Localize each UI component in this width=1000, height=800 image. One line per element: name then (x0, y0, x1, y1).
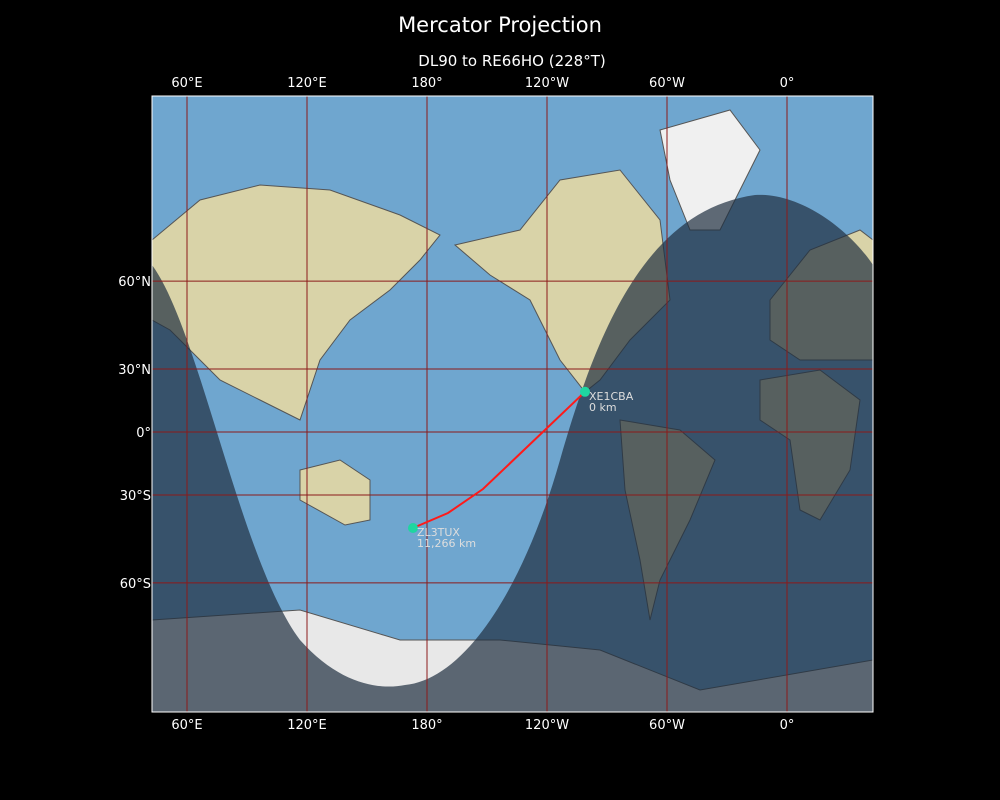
lon-tick-label-bottom: 120°W (525, 718, 569, 733)
great-circle-path (412, 391, 586, 529)
lat-tick-label: 30°N (118, 363, 151, 378)
lon-tick-label-top: 60°E (171, 76, 202, 91)
lon-tick-label-bottom: 180° (411, 718, 442, 733)
lat-tick-label: 60°S (120, 577, 151, 592)
map-frame (151, 95, 874, 713)
lon-tick-label-bottom: 60°W (649, 718, 685, 733)
chart-title: Mercator Projection (398, 13, 602, 37)
graticule (152, 96, 873, 712)
lon-tick-label-bottom: 60°E (171, 718, 202, 733)
lon-tick-label-top: 120°E (287, 76, 327, 91)
station-distance: 11,266 km (417, 537, 476, 550)
lon-tick-label-top: 180° (411, 76, 442, 91)
chart-subtitle: DL90 to RE66HO (228°T) (418, 52, 606, 70)
station-distance: 0 km (589, 401, 617, 414)
station-marker[interactable] (408, 522, 418, 533)
station-marker[interactable] (580, 386, 590, 397)
lon-tick-label-bottom: 120°E (287, 718, 327, 733)
station-callsign: ZL3TUX (417, 526, 460, 539)
lat-tick-label: 60°N (118, 275, 151, 290)
station-callsign: XE1CBA (589, 390, 634, 403)
lon-tick-label-bottom: 0° (780, 718, 795, 733)
lat-tick-label: 0° (136, 426, 151, 441)
lon-tick-label-top: 0° (780, 76, 795, 91)
australia (299, 459, 371, 526)
lon-tick-label-top: 60°W (649, 76, 685, 91)
lon-tick-label-top: 120°W (525, 76, 569, 91)
lat-tick-label: 30°S (120, 489, 151, 504)
